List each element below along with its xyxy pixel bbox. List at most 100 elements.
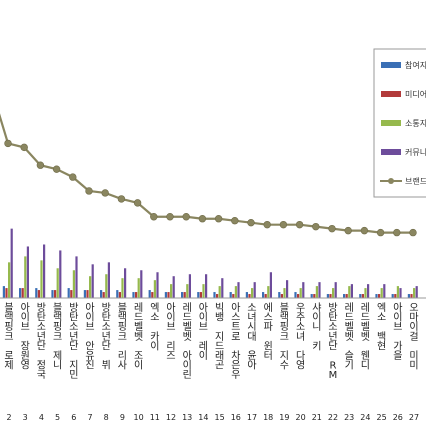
- rank-label-20: 21: [312, 413, 322, 422]
- rank-label-8: 9: [120, 413, 125, 422]
- bar-series2-18: [280, 294, 283, 298]
- bar-series1-9: [132, 292, 135, 298]
- bar-series2-9: [135, 292, 138, 298]
- rank-label-2: 3: [23, 413, 28, 422]
- trend-line: [0, 113, 413, 234]
- bar-series4-15: [237, 282, 240, 298]
- rank-label-13: 14: [198, 413, 208, 422]
- bar-series4-4: [59, 250, 62, 298]
- rank-label-19: 20: [296, 413, 306, 422]
- rank-label-12: 13: [182, 413, 192, 422]
- rank-label-22: 23: [344, 413, 354, 422]
- bar-series2-15: [232, 294, 235, 298]
- bar-series4-9: [140, 270, 143, 298]
- bar-series2-22: [345, 294, 348, 298]
- legend-label-2: 미디어지수: [405, 89, 426, 99]
- bar-series2-1: [5, 288, 8, 298]
- bar-series4-8: [124, 268, 127, 298]
- bar-series4-10: [156, 272, 159, 298]
- bar-series4-2: [26, 246, 29, 298]
- bar-series2-5: [70, 290, 73, 298]
- bar-series3-1: [8, 262, 11, 298]
- bar-series4-3: [43, 244, 46, 298]
- bar-series1-19: [294, 292, 297, 298]
- bar-series4-18: [286, 280, 289, 298]
- rank-label-10: 11: [150, 413, 160, 422]
- trend-point-4: [52, 165, 61, 173]
- bar-series3-19: [299, 288, 302, 298]
- bar-series3-20: [315, 286, 318, 298]
- bars-layer: [2, 228, 418, 298]
- bar-series3-17: [267, 286, 270, 298]
- bar-series2-14: [216, 294, 219, 298]
- bar-series4-6: [91, 264, 94, 298]
- bar-series3-6: [89, 276, 92, 298]
- bar-series3-18: [283, 288, 286, 298]
- bar-series1-2: [19, 288, 22, 298]
- legend-label-3: 소통지수: [405, 119, 426, 128]
- bar-series2-13: [199, 292, 202, 298]
- legend-label-1: 참여지수: [405, 60, 426, 70]
- bar-series1-18: [278, 292, 281, 298]
- bar-series3-23: [364, 288, 367, 298]
- trend-point-9: [133, 199, 142, 207]
- bar-series1-13: [197, 292, 200, 298]
- trend-point-1: [4, 139, 12, 148]
- bar-series1-20: [310, 294, 313, 298]
- bar-series2-4: [54, 290, 57, 298]
- bar-series1-3: [35, 288, 38, 298]
- legend-label-4: 커뮤니티지수: [405, 147, 426, 157]
- bar-series1-17: [262, 292, 265, 298]
- bar-series4-19: [302, 282, 305, 298]
- rank-label-23: 24: [360, 413, 370, 422]
- bar-series3-8: [121, 278, 124, 298]
- bar-series1-4: [51, 290, 54, 298]
- bar-series3-25: [396, 286, 399, 298]
- bar-series4-12: [188, 274, 191, 298]
- trend-point-13: [198, 215, 207, 223]
- rank-label-3: 4: [39, 413, 44, 422]
- bar-series3-16: [251, 288, 254, 298]
- trend-point-26: [409, 228, 417, 237]
- rank-label-7: 8: [104, 413, 109, 422]
- bar-series4-13: [205, 274, 208, 298]
- bar-series3-15: [234, 286, 237, 298]
- bar-series4-16: [253, 282, 256, 298]
- bar-series3-26: [413, 288, 416, 298]
- bar-series3-11: [170, 284, 173, 298]
- bar-series4-26: [415, 286, 418, 298]
- bar-series1-21: [326, 294, 329, 298]
- rank-label-21: 22: [328, 413, 338, 422]
- trend-point-3: [36, 161, 45, 169]
- bar-series4-1: [10, 228, 13, 298]
- bar-series4-14: [221, 278, 224, 298]
- trend-point-2: [20, 143, 28, 152]
- bar-series3-10: [153, 280, 156, 298]
- rank-label-6: 7: [87, 413, 92, 422]
- bar-series1-26: [407, 294, 410, 298]
- legend: 참여지수미디어지수소통지수커뮤니티지수브랜드평판지수: [373, 48, 426, 198]
- trend-line-layer: [0, 113, 417, 237]
- trend-point-17: [263, 220, 271, 229]
- bar-series3-24: [380, 288, 383, 298]
- trend-point-21: [328, 224, 336, 233]
- trend-point-20: [312, 222, 320, 231]
- trend-point-24: [376, 228, 385, 237]
- bar-series2-20: [313, 294, 316, 298]
- trend-point-11: [166, 213, 174, 221]
- trend-point-8: [117, 195, 126, 203]
